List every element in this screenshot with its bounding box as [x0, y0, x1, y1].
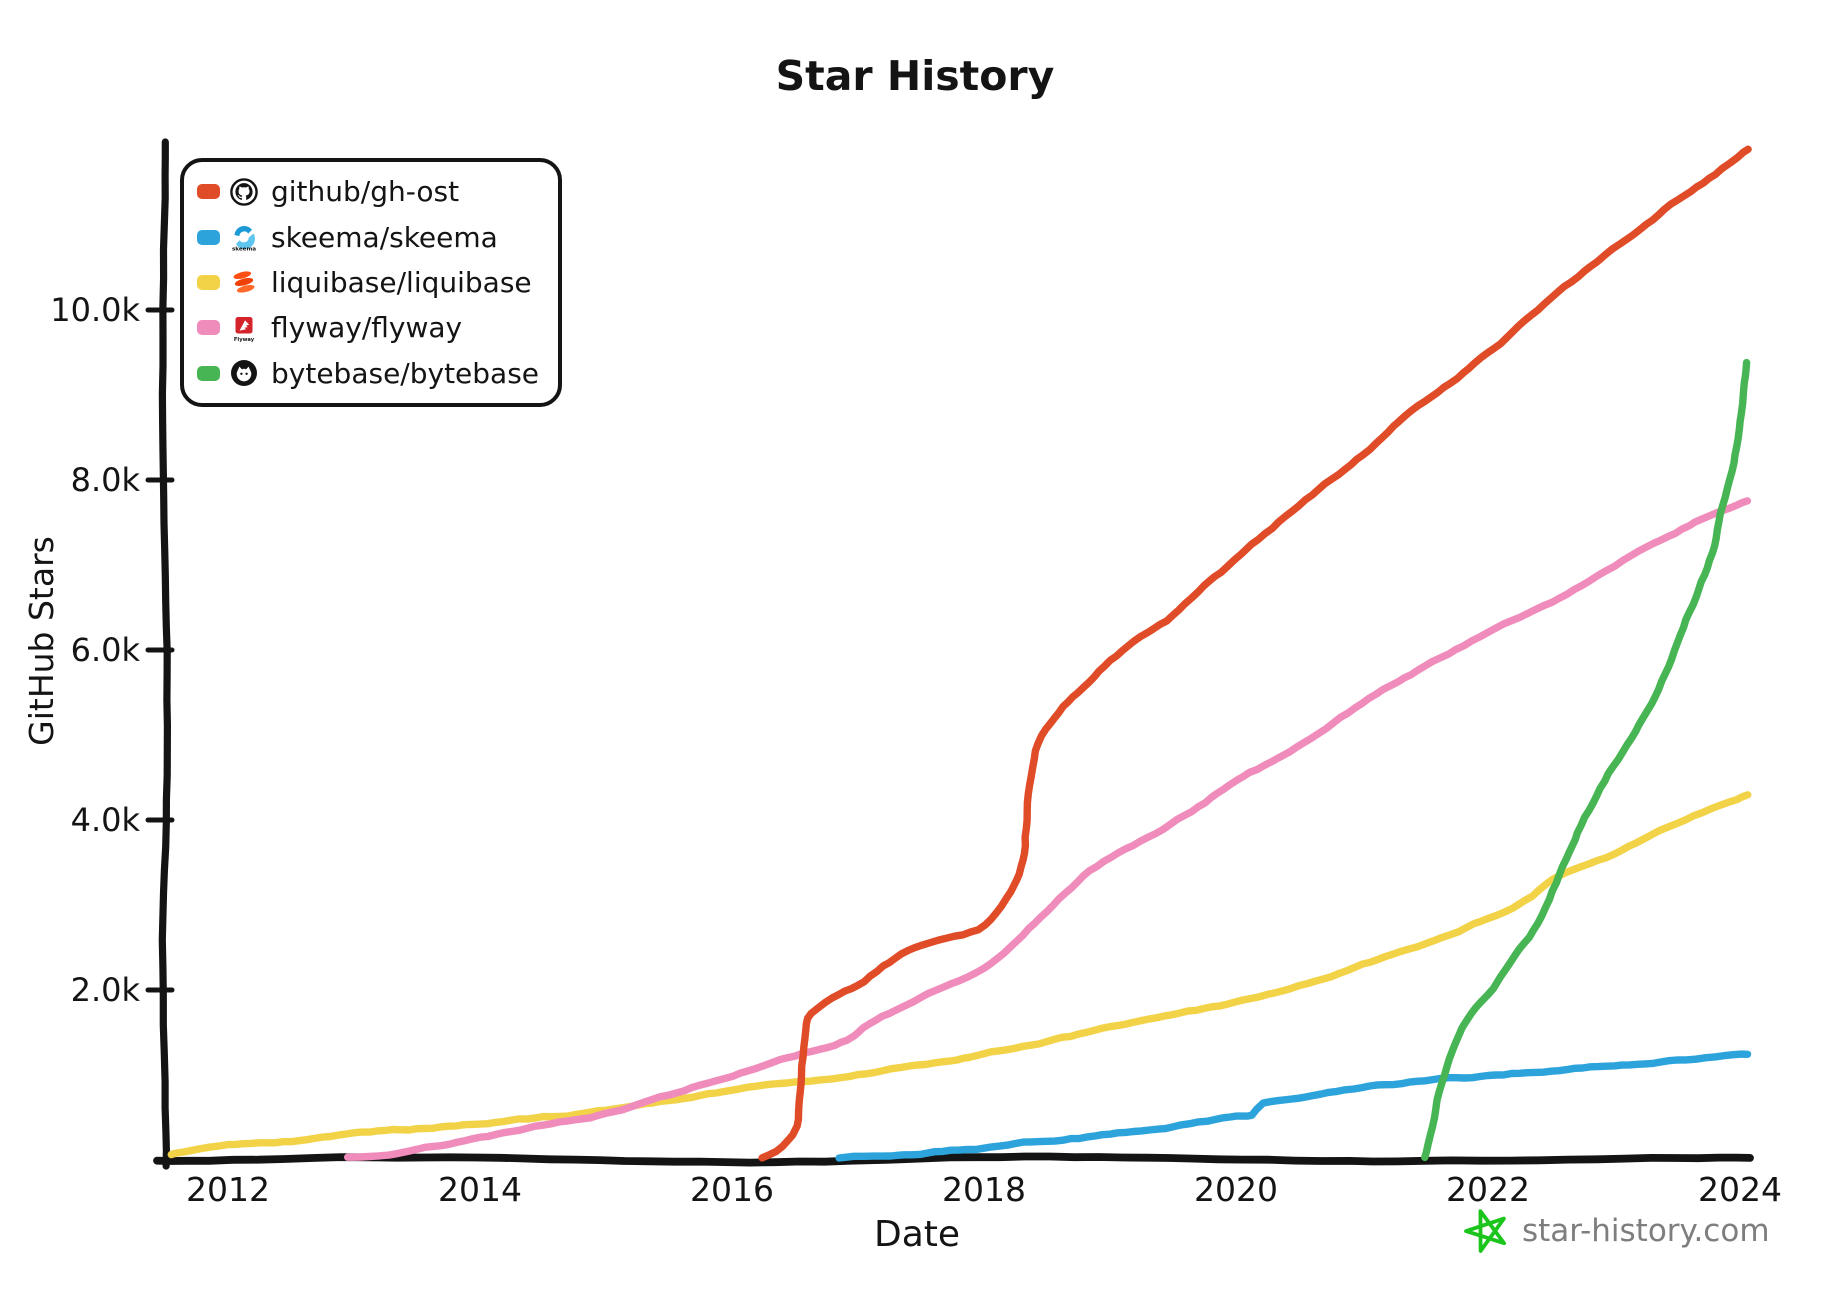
legend-label-gh-ost: github/gh-ost [271, 175, 460, 209]
bytebase-icon [229, 358, 259, 388]
legend-swatch-bytebase [197, 365, 220, 381]
skeema-icon: skeema [232, 226, 256, 253]
liquibase-icon [233, 271, 255, 294]
star-history-logo-icon [1464, 1209, 1506, 1253]
legend: github/gh-ost skeema skeema/skeema liquibas… [180, 158, 562, 407]
legend-label-skeema: skeema/skeema [271, 220, 498, 254]
series-line-gh-ost [758, 145, 1752, 1162]
legend-label-liquibase: liquibase/liquibase [271, 265, 532, 299]
legend-item-gh-ost[interactable]: github/gh-ost [197, 170, 558, 213]
footer-site-label: star-history.com [1522, 1213, 1770, 1249]
series-line-flyway [344, 497, 1752, 1161]
liquibase-icon [229, 267, 259, 297]
legend-swatch-gh-ost [197, 184, 220, 200]
x-tick-label: 2022 [1446, 1170, 1530, 1209]
y-axis-label: GitHub Stars [22, 536, 61, 746]
legend-item-skeema[interactable]: skeema skeema/skeema [197, 216, 558, 259]
skeema-icon: skeema [229, 222, 259, 253]
legend-swatch-flyway [197, 320, 220, 336]
x-axis-line [153, 1152, 1754, 1167]
legend-item-bytebase[interactable]: bytebase/bytebase [197, 352, 558, 395]
x-tick-label: 2024 [1698, 1170, 1782, 1209]
github-icon [229, 177, 259, 207]
legend-swatch-liquibase [197, 274, 220, 290]
series-line-skeema [835, 1050, 1752, 1162]
series-line-bytebase [1421, 358, 1751, 1162]
y-axis-line [158, 138, 171, 1170]
legend-item-liquibase[interactable]: liquibase/liquibase [197, 261, 558, 304]
x-tick-label: 2014 [438, 1170, 522, 1209]
x-axis-label: Date [874, 1214, 960, 1255]
flyway-icon: Flyway [234, 316, 255, 343]
bytebase-icon [231, 360, 257, 387]
x-tick-label: 2018 [942, 1170, 1026, 1209]
footer-brand[interactable]: star-history.com [1462, 1206, 1770, 1256]
y-tick-label: 10.0k [50, 291, 140, 329]
legend-item-flyway[interactable]: Flyway flyway/flyway [197, 306, 558, 349]
x-tick-label: 2020 [1194, 1170, 1278, 1209]
legend-label-bytebase: bytebase/bytebase [271, 356, 540, 390]
y-tick-label: 2.0k [71, 971, 141, 1009]
y-tick-label: 4.0k [71, 801, 141, 839]
series-line-liquibase [167, 791, 1752, 1159]
svg-text:Flyway: Flyway [234, 337, 255, 343]
y-tick-label: 8.0k [71, 461, 141, 499]
y-tick-label: 6.0k [71, 631, 141, 669]
github-icon [230, 178, 258, 206]
legend-label-flyway: flyway/flyway [271, 311, 463, 345]
legend-swatch-skeema [197, 229, 220, 245]
flyway-icon: Flyway [229, 313, 259, 343]
svg-text:skeema: skeema [232, 247, 256, 253]
x-tick-label: 2016 [690, 1170, 774, 1209]
x-tick-label: 2012 [186, 1170, 270, 1209]
chart-title: Star History [776, 52, 1055, 100]
